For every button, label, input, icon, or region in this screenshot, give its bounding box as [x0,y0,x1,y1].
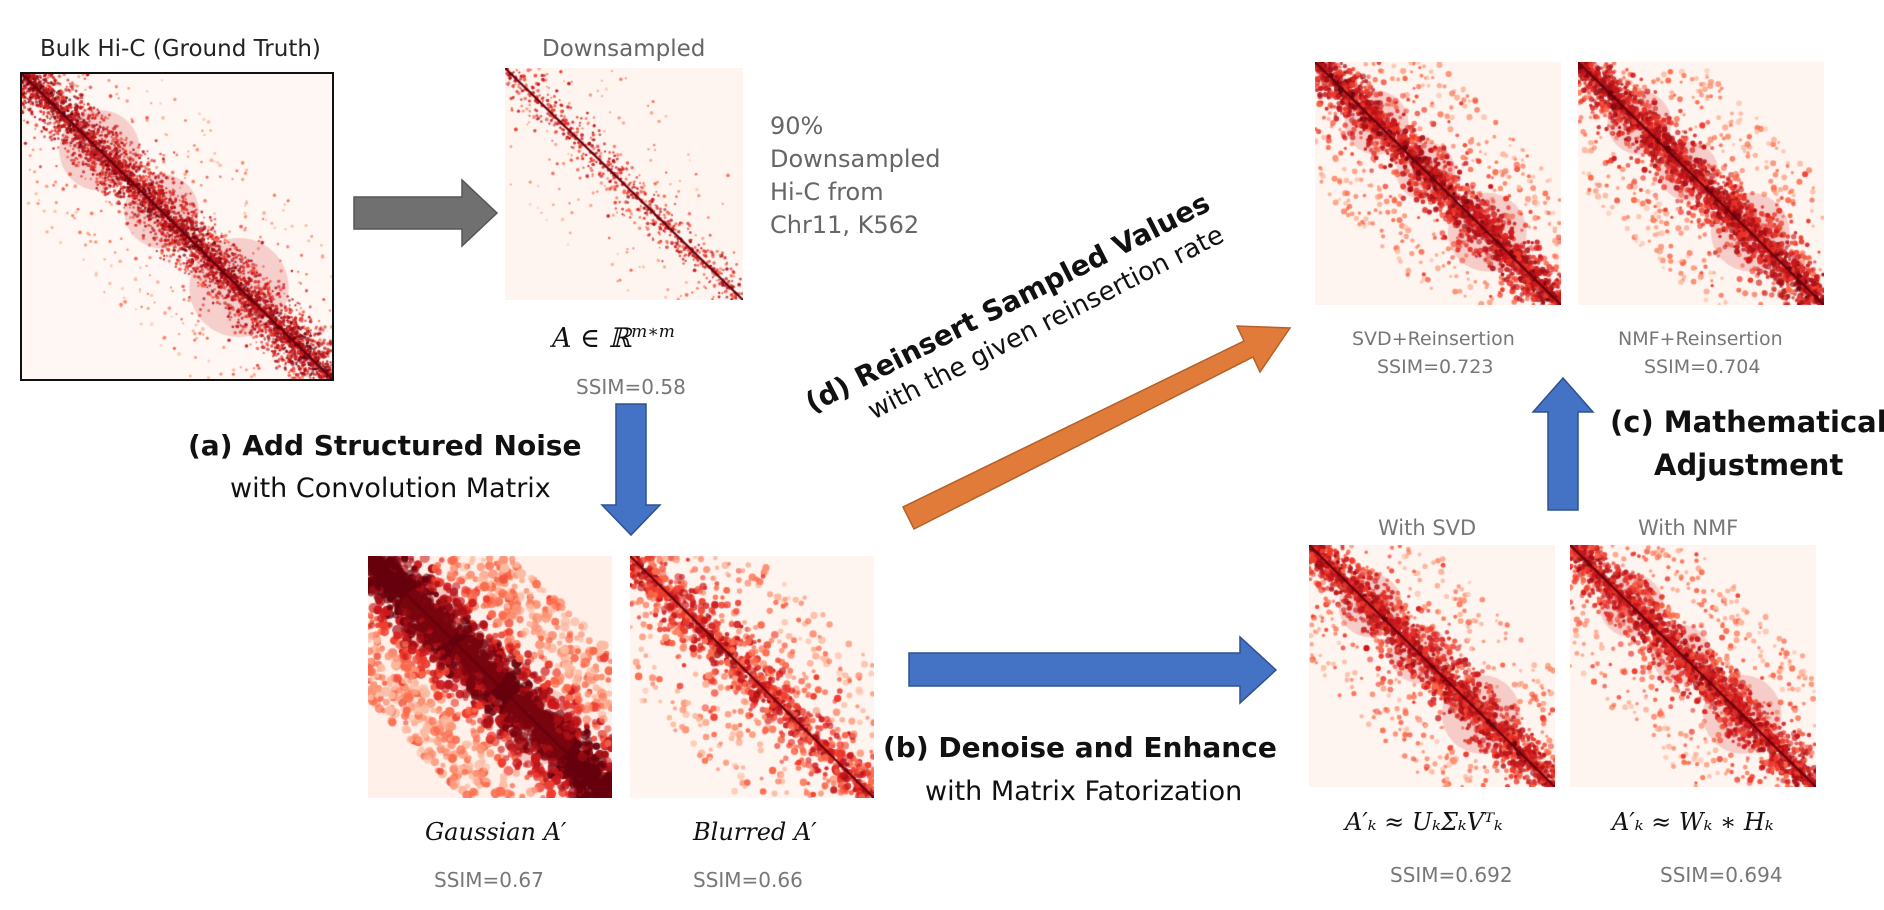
grey-right-arrow [353,178,499,248]
formula-base: A ∈ ℝ [552,323,632,354]
downsampled-note: 90% Downsampled Hi-C from Chr11, K562 [770,110,941,242]
note-line: 90% [770,112,824,140]
step-b-label: (b) Denoise and Enhance [883,731,1277,764]
nmf-heatmap [1570,545,1816,787]
note-line: Hi-C from [770,178,884,206]
gaussian-formula: Gaussian A′ [425,818,567,846]
step-b-sub: with Matrix Fatorization [925,776,1243,807]
step-a-sub: with Convolution Matrix [230,473,551,504]
step-c-line1: (c) Mathematical [1610,405,1884,439]
blue-right-arrow-b [908,635,1278,705]
orange-diagonal-arrow-d [901,325,1292,531]
nmf-ssim: SSIM=0.694 [1660,863,1783,887]
gaussian-ssim: SSIM=0.67 [434,868,544,892]
svd-heatmap [1309,545,1555,787]
downsampled-ssim: SSIM=0.58 [576,375,686,399]
step-a-label: (a) Add Structured Noise [188,429,582,462]
downsampled-formula: A ∈ ℝm∗m [552,322,675,354]
svd-reinsert-ssim: SSIM=0.723 [1377,356,1494,378]
blurred-formula: Blurred A′ [693,818,817,846]
nmf-formula: A′ₖ ≈ Wₖ ∗ Hₖ [1612,808,1774,836]
nmf-reinsert-heatmap [1578,62,1824,305]
blurred-heatmap [630,556,874,798]
nmf-reinsert-label: NMF+Reinsertion [1618,328,1783,350]
step-c-line2: Adjustment [1654,448,1844,482]
svd-ssim: SSIM=0.692 [1390,863,1513,887]
nmf-title: With NMF [1638,516,1739,540]
gaussian-heatmap [368,556,612,798]
blue-up-arrow-c [1531,376,1595,511]
formula-sup: m∗m [631,322,675,342]
downsampled-heatmap [505,68,743,300]
blurred-ssim: SSIM=0.66 [693,868,803,892]
svd-reinsert-heatmap [1315,62,1561,305]
downsampled-title: Downsampled [542,36,706,62]
note-line: Downsampled [770,145,941,173]
note-line: Chr11, K562 [770,211,920,239]
svd-title: With SVD [1378,516,1477,540]
svd-formula: A′ₖ ≈ UₖΣₖVᵀₖ [1345,808,1503,836]
svd-reinsert-label: SVD+Reinsertion [1352,328,1515,350]
bulk-hic-heatmap [20,72,334,381]
bulk-title: Bulk Hi-C (Ground Truth) [40,36,321,62]
nmf-reinsert-ssim: SSIM=0.704 [1644,356,1761,378]
blue-down-arrow-a [600,403,662,537]
